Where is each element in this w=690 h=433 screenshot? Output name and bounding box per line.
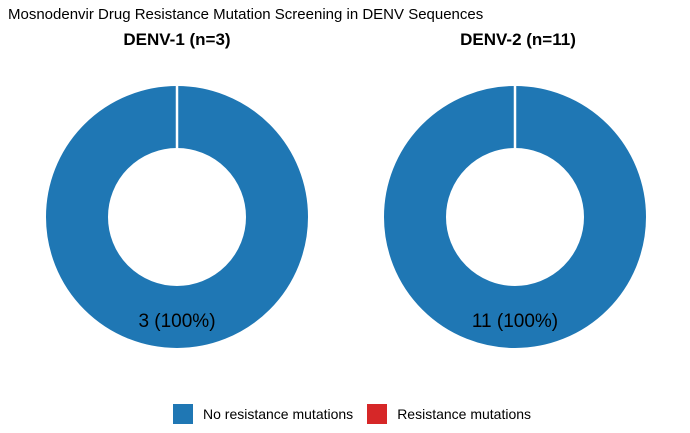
- donut2-count-label: 11 (100%): [472, 311, 558, 332]
- legend-label-no-resistance: No resistance mutations: [203, 406, 354, 422]
- donut1-subtitle: DENV-1 (n=3): [123, 30, 231, 49]
- legend: No resistance mutations Resistance mutat…: [173, 404, 531, 424]
- legend-swatch-no-resistance: [173, 404, 193, 424]
- legend-item-resistance: Resistance mutations: [367, 404, 531, 424]
- legend-swatch-resistance: [367, 404, 388, 424]
- donut2-subtitle: DENV-2 (n=11): [460, 30, 576, 49]
- figure-title: Mosnodenvir Drug Resistance Mutation Scr…: [8, 6, 484, 23]
- donut1-count-label: 3 (100%): [138, 311, 215, 332]
- donut2-chart: 11 (100%): [384, 85, 646, 348]
- legend-item-no-resistance: No resistance mutations: [173, 404, 353, 424]
- legend-label-resistance: Resistance mutations: [397, 406, 532, 422]
- donut1-chart: 3 (100%): [46, 85, 308, 348]
